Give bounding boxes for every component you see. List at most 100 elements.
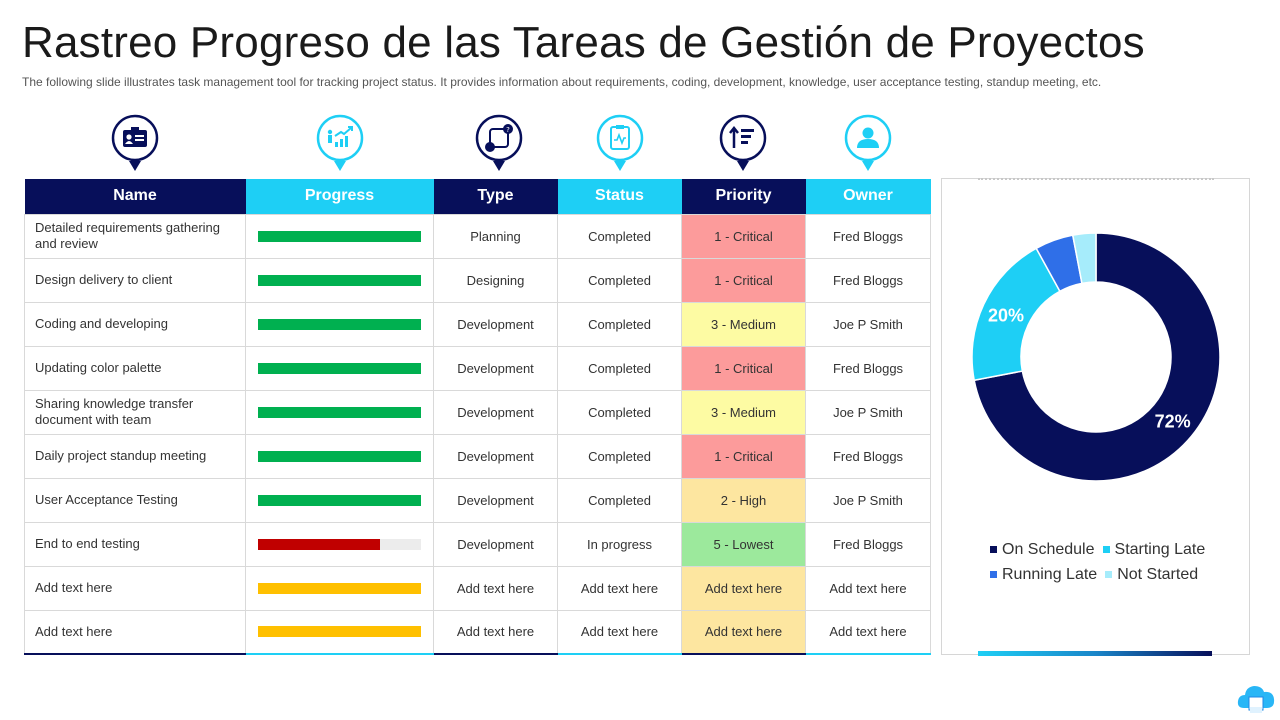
task-name-cell: Add text here (24, 609, 246, 655)
progress-bar-fill (258, 582, 421, 594)
legend-label: Starting Late (1114, 540, 1206, 558)
task-type-cell: Development (433, 433, 558, 479)
table-row: Add text here Add text here Add text here A… (24, 565, 931, 611)
progress-bar-fill (258, 230, 421, 242)
task-priority-cell: 2 - High (681, 477, 806, 523)
legend-item: On Schedule (990, 541, 1095, 559)
legend-label: On Schedule (1002, 540, 1095, 558)
table-row: Design delivery to client Designing Comple… (24, 257, 931, 303)
status-chart-panel: 72% 20% On Schedule Starting Late Running L… (941, 178, 1250, 656)
progress-bar-fill (258, 406, 421, 418)
task-status-cell: In progress (557, 521, 682, 567)
progress-cell (245, 609, 434, 655)
progress-bar (258, 230, 421, 242)
task-type-cell: Add text here (433, 609, 558, 655)
task-owner-cell: Joe P Smith (805, 477, 931, 523)
table-row: Coding and developing Development Complete… (24, 301, 931, 347)
task-priority-cell: 3 - Medium (681, 301, 806, 347)
task-name-cell: Updating color palette (24, 345, 246, 391)
task-type-cell: Designing (433, 257, 558, 303)
task-name-cell: User Acceptance Testing (24, 477, 246, 523)
task-owner-cell: Fred Bloggs (805, 213, 931, 259)
chart-legend: On Schedule Starting Late Running Late Not … (990, 537, 1240, 587)
task-name-cell: Coding and developing (24, 301, 246, 347)
table-row: Daily project standup meeting Development… (24, 433, 931, 479)
task-priority-cell: 1 - Critical (681, 345, 806, 391)
progress-bar-fill (258, 538, 381, 550)
task-priority-cell: 5 - Lowest (681, 521, 806, 567)
panel-top-divider (978, 178, 1214, 181)
page-title: Rastreo Progreso de las Tareas de Gestió… (22, 18, 1145, 67)
task-priority-cell: 3 - Medium (681, 389, 806, 435)
svg-text:?: ? (506, 126, 510, 134)
task-name-cell: Sharing knowledge transfer document with… (24, 389, 246, 435)
task-type-cell: Development (433, 301, 558, 347)
header-priority: Priority (681, 179, 806, 214)
task-priority-cell: Add text here (681, 565, 806, 611)
progress-bar (258, 538, 421, 550)
legend-label: Not Started (1117, 565, 1199, 583)
legend-row: Running Late Not Started (990, 562, 1240, 587)
task-name-cell: Daily project standup meeting (24, 433, 246, 479)
task-priority-cell: 1 - Critical (681, 433, 806, 479)
progress-cell (245, 477, 434, 523)
legend-item: Running Late (990, 566, 1097, 584)
table-row: Detailed requirements gathering and revi… (24, 213, 931, 259)
task-status-cell: Completed (557, 433, 682, 479)
task-owner-cell: Fred Bloggs (805, 345, 931, 391)
task-type-cell: Development (433, 389, 558, 435)
header-name: Name (24, 179, 246, 214)
task-owner-cell: Add text here (805, 565, 931, 611)
legend-row: On Schedule Starting Late (990, 537, 1240, 562)
legend-swatch (990, 571, 997, 578)
table-row: Updating color palette Development Complet… (24, 345, 931, 391)
task-type-cell: Development (433, 477, 558, 523)
task-owner-cell: Joe P Smith (805, 389, 931, 435)
task-name-cell: Design delivery to client (24, 257, 246, 303)
donut-data-label: 72% (1155, 411, 1191, 431)
task-status-cell: Completed (557, 389, 682, 435)
progress-cell (245, 433, 434, 479)
workflow-icon: ? (474, 114, 524, 178)
progress-bar (258, 626, 421, 638)
legend-swatch (1105, 571, 1113, 578)
task-priority-cell: 1 - Critical (681, 213, 806, 259)
task-name-cell: End to end testing (24, 521, 246, 567)
table-row: Sharing knowledge transfer document with… (24, 389, 931, 435)
progress-bar (258, 274, 421, 286)
task-owner-cell: Joe P Smith (805, 301, 931, 347)
progress-cell (245, 389, 434, 435)
status-donut-chart: 72% 20% (971, 232, 1221, 482)
task-table-body: Detailed requirements gathering and revi… (24, 213, 931, 655)
task-type-cell: Development (433, 345, 558, 391)
progress-bar (258, 362, 421, 374)
task-type-cell: Development (433, 521, 558, 567)
donut-slice-on-schedule (973, 232, 1221, 482)
header-status: Status (557, 179, 682, 214)
progress-bar-fill (258, 274, 421, 286)
task-status-cell: Completed (557, 213, 682, 259)
task-name-cell: Add text here (24, 565, 246, 611)
task-name-cell: Detailed requirements gathering and revi… (24, 213, 246, 259)
cloud-logo-icon (1236, 680, 1276, 716)
progress-cell (245, 213, 434, 259)
donut-slice-not-started (1071, 232, 1097, 285)
task-owner-cell: Add text here (805, 609, 931, 655)
donut-data-label: 20% (988, 306, 1024, 326)
task-owner-cell: Fred Bloggs (805, 257, 931, 303)
progress-bar-fill (258, 494, 421, 506)
table-row: End to end testing Development In progress… (24, 521, 931, 567)
task-type-cell: Add text here (433, 565, 558, 611)
table-row: Add text here Add text here Add text here A… (24, 609, 931, 655)
progress-bar (258, 582, 421, 594)
panel-bottom-bar (978, 651, 1212, 656)
progress-bar (258, 450, 421, 462)
header-progress: Progress (245, 179, 434, 214)
task-status-cell: Completed (557, 301, 682, 347)
progress-bar-fill (258, 450, 421, 462)
legend-item: Starting Late (1102, 540, 1206, 559)
progress-bar (258, 406, 421, 418)
task-owner-cell: Fred Bloggs (805, 433, 931, 479)
progress-cell (245, 301, 434, 347)
header-type: Type (433, 179, 558, 214)
